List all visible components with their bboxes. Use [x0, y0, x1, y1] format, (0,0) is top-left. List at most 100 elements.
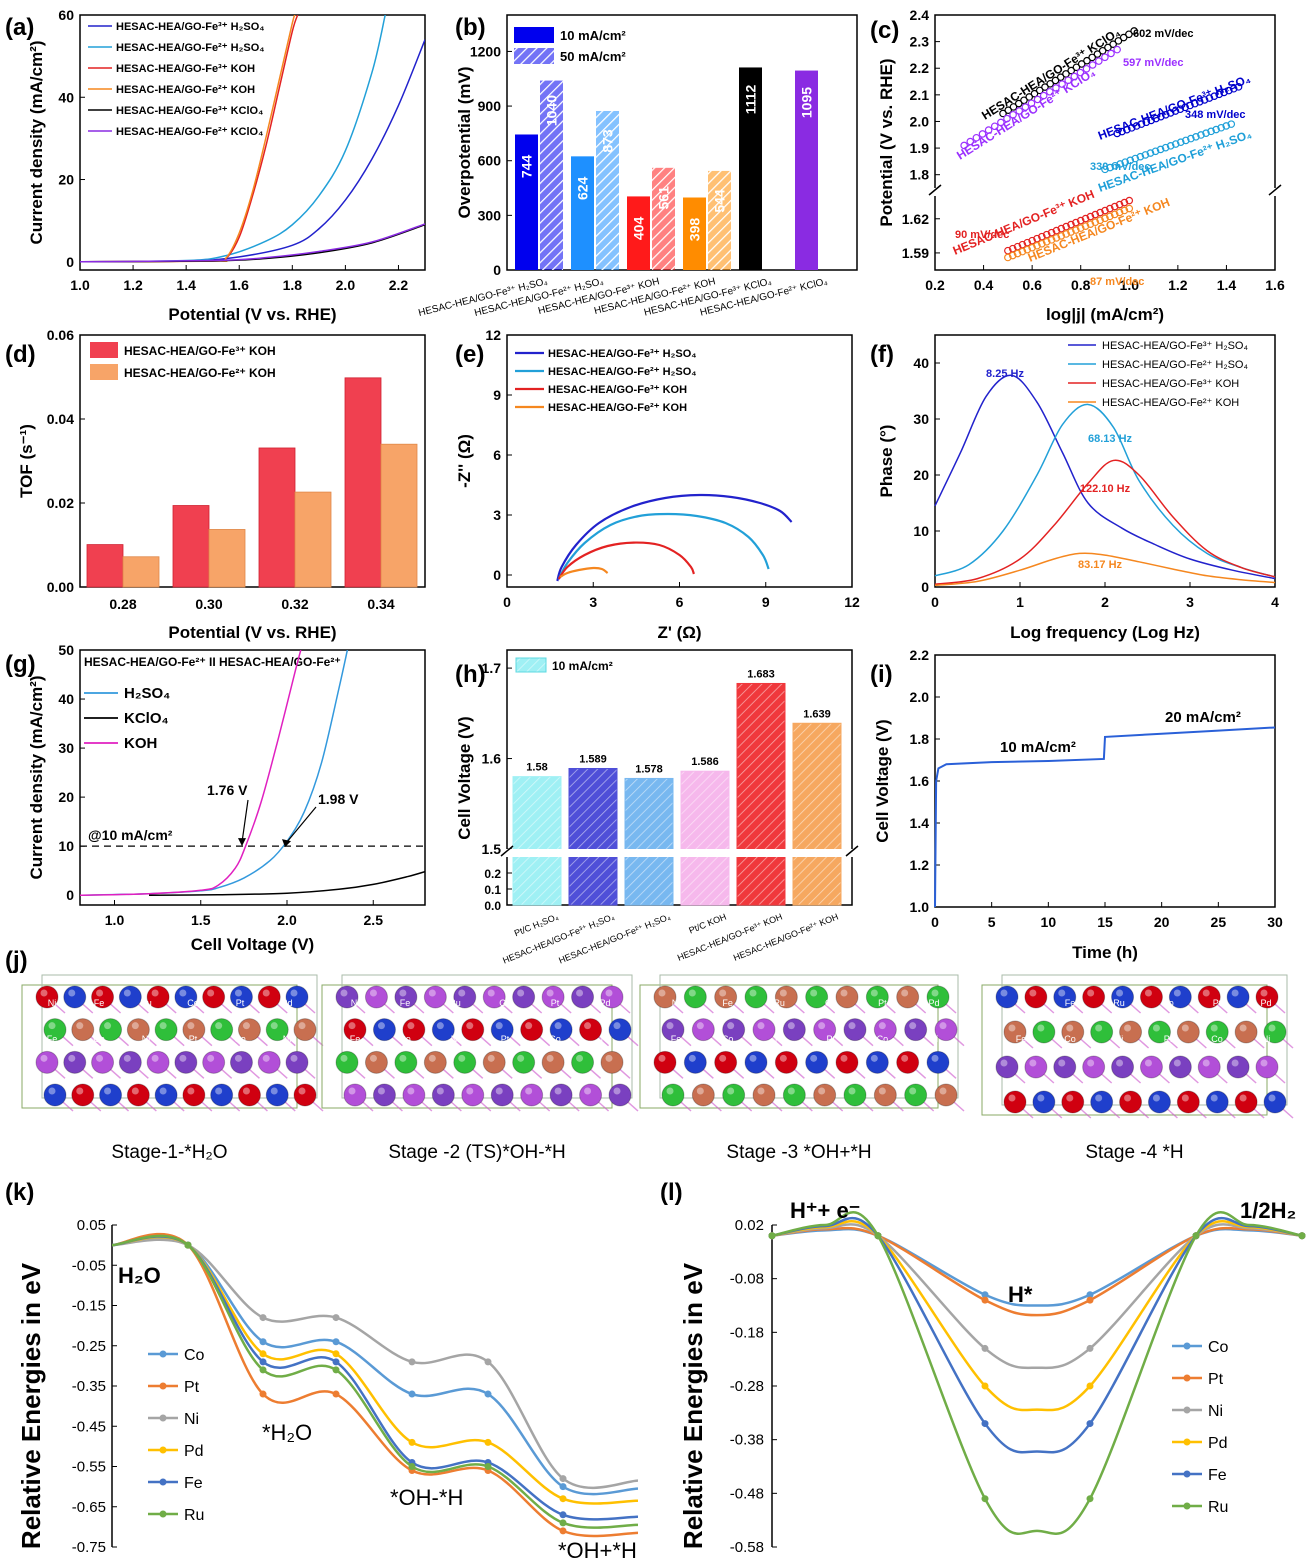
c-point: [1086, 212, 1095, 221]
f-legend-label: HESAC-HEA/GO-Fe²⁺ H₂SO₄: [1102, 359, 1248, 371]
e-xtick: 12: [844, 594, 860, 610]
l-point: [1086, 1344, 1094, 1352]
c-point: [1088, 61, 1097, 69]
atom: [482, 985, 506, 1009]
c-point: [1152, 114, 1160, 123]
structure-stage-label: Stage -2 (TS)*OH-*H: [388, 1142, 565, 1163]
b-bar-10: [571, 156, 594, 270]
c-point: [1018, 247, 1027, 256]
atom: [744, 1050, 768, 1074]
c-point: [1212, 125, 1220, 134]
c-point: [1125, 30, 1133, 39]
chart-b-frame: [506, 14, 858, 271]
atom: [1255, 1055, 1279, 1079]
atom-label: Co: [234, 1034, 246, 1044]
b-bar-label: 404: [631, 217, 647, 241]
c-point: [1106, 204, 1114, 213]
k-point: [332, 1366, 340, 1374]
i-ytick: 1.2: [910, 857, 930, 873]
atom: [1090, 1020, 1114, 1044]
atom: [202, 985, 226, 1009]
structure-cell-edge: [639, 984, 939, 1109]
atom-label: Fe: [94, 998, 105, 1008]
chart-c-frame: [934, 14, 1276, 271]
atom: [99, 1018, 123, 1042]
c-ytick: 2.4: [910, 7, 930, 23]
d-ylabel: TOF (s⁻¹): [17, 424, 36, 498]
l-ytick: -0.58: [730, 1539, 764, 1556]
b-ytick: 600: [478, 153, 502, 169]
d-ytick: 0.06: [47, 327, 74, 343]
i-annotation: 10 mA/cm²: [1000, 739, 1076, 756]
structures-j: Ni Fe Ru Co Pt Pd Fe Co Ni Pt Co Ni Stage-1-*H₂O Ni Fe…: [21, 974, 1294, 1163]
atom-label: Fe: [722, 998, 733, 1008]
c-point: [1038, 239, 1046, 248]
i-xtick: 10: [1041, 914, 1057, 930]
k-ytick: -0.35: [72, 1378, 106, 1395]
atom: [926, 1050, 950, 1074]
c-xlabel: log|j| (mA/cm²): [1046, 305, 1164, 324]
a-ytick: 20: [58, 172, 74, 188]
c-point: [1096, 216, 1104, 225]
atom: [364, 1050, 388, 1074]
c-point: [1120, 206, 1129, 215]
a-ytick: 60: [58, 7, 74, 23]
atom: [752, 1083, 776, 1107]
atom: [1263, 1020, 1287, 1044]
c-point: [1096, 208, 1104, 217]
c-point: [1166, 142, 1175, 150]
atom: [683, 1050, 707, 1074]
atom-label: Co: [93, 1034, 105, 1044]
c-xtick: 0.8: [1071, 277, 1091, 293]
e-series-line: [556, 493, 793, 582]
i-xtick: 20: [1154, 914, 1170, 930]
k-ylabel: Relative Energies in eV: [16, 1262, 46, 1549]
c-point: [1197, 131, 1205, 139]
l-point: [981, 1420, 989, 1428]
c-point: [1207, 127, 1215, 136]
atom: [512, 1050, 536, 1074]
k-point: [484, 1390, 492, 1398]
atom: [1197, 1055, 1221, 1079]
c-point: [972, 133, 981, 142]
e-legend-label: HESAC-HEA/GO-Fe²⁺ H₂SO₄: [548, 366, 697, 378]
atom: [549, 1018, 573, 1042]
atom: [1226, 985, 1250, 1009]
c-point: [1013, 249, 1022, 258]
c-point: [1003, 114, 1011, 123]
atom: [1082, 985, 1106, 1009]
a-legend-label: HESAC-HEA/GO-Fe²⁺ KClO₄: [116, 126, 263, 138]
l-point: [768, 1232, 776, 1240]
atom: [210, 1083, 234, 1107]
atom: [1176, 1020, 1200, 1044]
atom: [549, 1083, 573, 1107]
atom: [1139, 985, 1163, 1009]
atom: [343, 1018, 367, 1042]
i-annotation: 20 mA/cm²: [1165, 709, 1241, 726]
atom: [372, 1083, 396, 1107]
atom: [490, 1083, 514, 1107]
a-legend-label: HESAC-HEA/GO-Fe³⁺ KClO₄: [116, 105, 263, 117]
k-ytick: -0.25: [72, 1338, 106, 1355]
atom: [579, 1083, 603, 1107]
d-bar: [380, 443, 418, 588]
c-series-label: HESAC-HEA/GO-Fe²⁺ KClO₄: [954, 65, 1098, 162]
c-point: [1062, 222, 1070, 231]
e-series-line: [557, 541, 695, 580]
atom: [835, 1050, 859, 1074]
i-ytick: 2.0: [910, 689, 930, 705]
c-point: [1225, 86, 1233, 95]
c-point: [1182, 136, 1190, 145]
b-bar-50: [596, 110, 619, 270]
atom-label: Ni: [930, 1034, 939, 1044]
atom-label: Ru: [1113, 998, 1125, 1008]
e-xtick: 3: [589, 594, 597, 610]
b-bar-label: 1040: [544, 95, 560, 126]
chart-l: 0.02 -0.08 -0.18 -0.28 -0.38 -0.48 -0.58 Relati…: [678, 1198, 1306, 1556]
panel-label-b: (b): [455, 14, 486, 41]
atom: [752, 1018, 776, 1042]
atom: [453, 985, 477, 1009]
b-ytick: 300: [478, 207, 502, 223]
c-point: [1131, 154, 1140, 163]
